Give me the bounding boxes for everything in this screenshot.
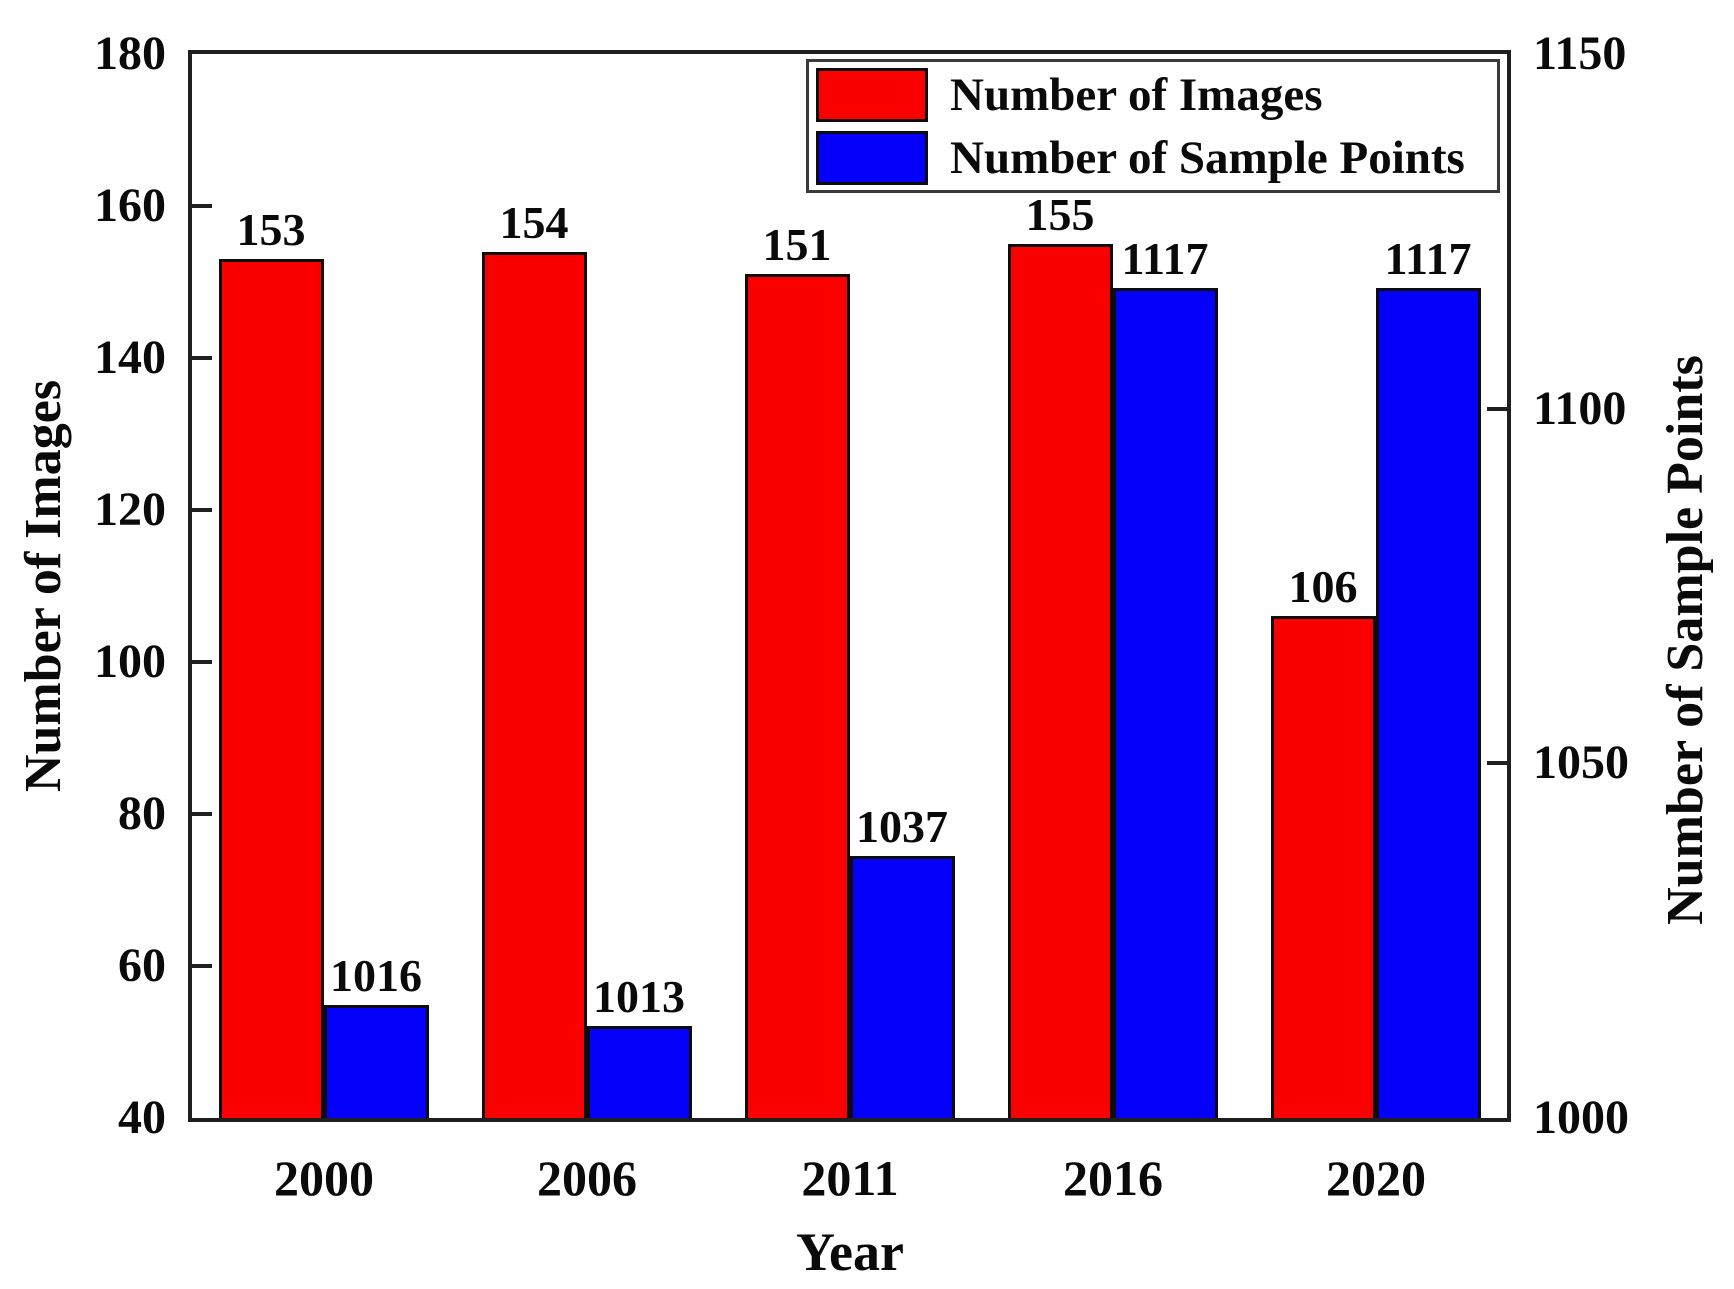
x-tick-label-2006: 2006 [537, 1150, 637, 1206]
bar-value-label-sample-points-2000: 1016 [330, 950, 422, 1001]
left-tick-mark-100 [192, 660, 212, 664]
left-axis-title: Number of Images [15, 379, 72, 793]
right-tick-label-1100: 1100 [1533, 382, 1627, 435]
x-tick-label-2016: 2016 [1063, 1150, 1163, 1206]
x-tick-label-2020: 2020 [1326, 1150, 1426, 1206]
left-tick-label-160: 160 [94, 179, 166, 232]
bar-value-label-images-2000: 153 [236, 204, 306, 255]
images-legend-swatch [816, 67, 928, 122]
bar-images-2016 [1008, 244, 1113, 1118]
right-tick-label-1150: 1150 [1533, 27, 1627, 80]
bar-value-label-images-2006: 154 [499, 197, 569, 248]
bar-value-label-images-2016: 155 [1025, 189, 1095, 240]
legend-row-images: Number of Images [816, 67, 1497, 123]
left-tick-label-100: 100 [94, 635, 166, 688]
bar-sample-points-2006 [587, 1026, 692, 1118]
right-tick-mark-1050 [1487, 761, 1507, 765]
bar-sample-points-2020 [1376, 288, 1481, 1118]
bar-value-label-sample-points-2020: 1117 [1384, 233, 1472, 284]
plot-area: 153 1016 154 1013 151 1037 155 1117 106 1117 [188, 50, 1511, 1122]
left-tick-label-80: 80 [118, 787, 166, 840]
bar-sample-points-2011 [850, 856, 955, 1118]
legend-label-sample-points: Number of Sample Points [950, 131, 1465, 184]
right-tick-label-1050: 1050 [1533, 736, 1629, 789]
x-tick-label-2011: 2011 [801, 1150, 899, 1206]
left-tick-label-140: 140 [94, 331, 166, 384]
right-tick-label-1000: 1000 [1533, 1091, 1629, 1144]
bar-value-label-sample-points-2006: 1013 [593, 971, 685, 1022]
legend-row-sample-points: Number of Sample Points [816, 130, 1497, 186]
left-tick-mark-60 [192, 964, 212, 968]
bar-sample-points-2000 [324, 1005, 429, 1118]
left-tick-mark-80 [192, 812, 212, 816]
bar-images-2000 [219, 259, 324, 1118]
bar-images-2011 [745, 274, 850, 1118]
left-tick-label-120: 120 [94, 483, 166, 536]
bar-value-label-sample-points-2011: 1037 [856, 801, 948, 852]
left-tick-mark-160 [192, 204, 212, 208]
x-axis-title: Year [796, 1222, 904, 1282]
legend: Number of Images Number of Sample Points [806, 59, 1500, 193]
right-tick-mark-1100 [1487, 407, 1507, 411]
bar-value-label-images-2011: 151 [762, 219, 832, 270]
left-tick-label-180: 180 [94, 27, 166, 80]
left-tick-label-40: 40 [118, 1091, 166, 1144]
sample-points-legend-swatch [816, 130, 928, 185]
left-tick-mark-140 [192, 356, 212, 360]
bar-sample-points-2016 [1113, 288, 1218, 1118]
bar-images-2006 [482, 252, 587, 1118]
left-tick-label-60: 60 [118, 939, 166, 992]
bar-value-label-images-2020: 106 [1288, 561, 1358, 612]
x-tick-label-2000: 2000 [274, 1150, 374, 1206]
bar-images-2020 [1271, 616, 1376, 1118]
legend-label-images: Number of Images [950, 68, 1323, 121]
bar-value-label-sample-points-2016: 1117 [1121, 233, 1209, 284]
right-axis-title: Number of Sample Points [1657, 355, 1714, 925]
left-tick-mark-120 [192, 508, 212, 512]
